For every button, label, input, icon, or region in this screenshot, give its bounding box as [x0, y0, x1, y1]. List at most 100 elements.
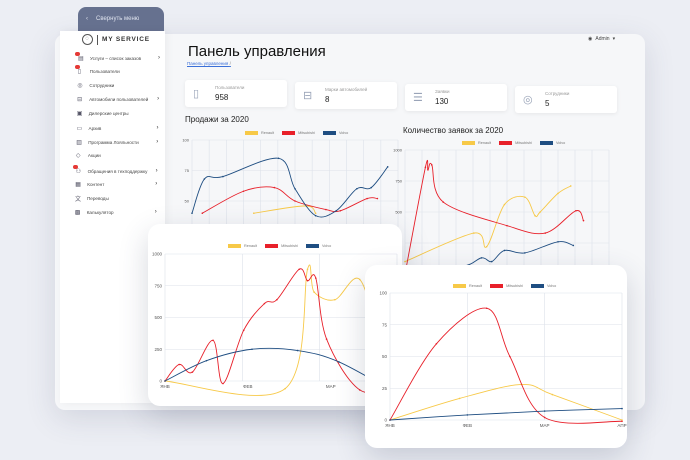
sidebar-item[interactable]: ▦ Контент ›	[75, 178, 161, 190]
data-point	[544, 232, 547, 234]
legend: Renault Mitsubishi Volvo	[453, 284, 556, 288]
sidebar-item[interactable]: ▣ Дилерские центры	[77, 107, 163, 119]
sidebar-item-label: Калькулятор	[86, 209, 114, 215]
legend-item[interactable]: Renault	[245, 131, 274, 135]
data-point	[263, 302, 266, 305]
stat-value: 8	[325, 95, 330, 104]
sidebar-item[interactable]: ▩ Калькулятор ›	[75, 206, 161, 218]
collapse-menu-button[interactable]: ‹ Свернуть меню	[78, 7, 164, 31]
data-point	[191, 212, 193, 214]
sidebar-item[interactable]: ▯ Пользователи	[74, 64, 164, 77]
legend-item[interactable]: Mitsubishi	[282, 131, 315, 135]
data-point	[178, 363, 180, 366]
legend-item[interactable]: Mitsubishi	[490, 284, 523, 288]
data-point	[294, 188, 296, 190]
stat-card: ☰ Заявки 130	[405, 84, 507, 111]
sidebar-item[interactable]: ◇ Акции	[76, 149, 162, 161]
data-point	[506, 224, 508, 227]
legend-label: Volvo	[546, 284, 557, 288]
series-line-mitsubishi	[202, 186, 378, 214]
caret-down-icon: ▾	[612, 36, 616, 42]
legend-item[interactable]: Renault	[462, 141, 491, 145]
sidebar: ◌ MY SERVICE ▤ Услуги – список заказов › ▯ По…	[60, 31, 165, 403]
sidebar-item[interactable]: ⚇ Обращения в техподдержку ›	[72, 164, 162, 177]
data-point	[205, 359, 208, 362]
sidebar-item[interactable]: ▥ Программа Лояльности ›	[76, 136, 162, 148]
chevron-right-icon: ›	[158, 55, 160, 61]
data-point	[569, 185, 572, 187]
data-point	[222, 382, 224, 385]
sidebar-item[interactable]: 文 Переводы	[75, 192, 161, 204]
legend-label: Volvo	[321, 244, 332, 248]
stat-value: 130	[435, 97, 449, 106]
sidebar-item[interactable]: ▤ Услуги – список заказов ›	[75, 51, 164, 64]
data-point	[335, 209, 337, 212]
requests-chart-title: Количество заявок за 2020	[403, 126, 504, 135]
data-point	[251, 348, 253, 351]
data-point	[621, 420, 623, 423]
stat-label: Марки автомобилей	[325, 87, 368, 92]
y-tick-label: 500	[395, 210, 402, 215]
sales-chart-title: Продажи за 2020	[185, 115, 249, 124]
x-tick-label: ЯНВ	[160, 384, 170, 389]
legend-item[interactable]: Renault	[453, 284, 482, 288]
notification-badge	[72, 164, 78, 169]
user-icon: ◉	[588, 36, 593, 42]
data-point	[315, 277, 317, 279]
sidebar-item-label: Переводы	[87, 195, 109, 201]
legend: Renault Mitsubishi Volvo	[462, 141, 565, 145]
breadcrumb-separator: /	[229, 61, 231, 66]
stat-label: Заявки	[435, 89, 450, 94]
chevron-left-icon: ‹	[86, 16, 88, 22]
legend-item[interactable]: Mitsubishi	[499, 141, 532, 145]
data-point	[284, 387, 286, 390]
data-point	[191, 371, 194, 373]
stat-card: ▯ Пользователи 958	[185, 80, 287, 107]
breadcrumb-link[interactable]: Панель управления	[187, 61, 229, 66]
stat-card: ◎ Сотрудники 5	[515, 86, 617, 113]
content-icon: ▦	[75, 181, 81, 188]
data-point	[314, 214, 317, 217]
legend-label: Mitsubishi	[298, 131, 315, 135]
data-point	[339, 209, 342, 212]
data-point	[306, 279, 309, 282]
legend-item[interactable]: Mitsubishi	[265, 244, 298, 248]
data-point	[253, 212, 255, 214]
legend-item[interactable]: Volvo	[530, 284, 557, 288]
notification-badge	[75, 51, 80, 56]
car-icon: ⊟	[77, 96, 83, 103]
car-icon: ⊟	[303, 90, 313, 102]
legend-item[interactable]: Renault	[228, 244, 257, 248]
legend-item[interactable]: Volvo	[305, 244, 332, 248]
data-point	[427, 169, 429, 171]
data-point	[503, 249, 506, 252]
y-tick-label: 75	[185, 168, 190, 173]
logo-text: MY SERVICE	[102, 36, 150, 43]
y-tick-label: 1000	[393, 148, 403, 153]
data-point	[575, 209, 577, 212]
tag-icon: ◇	[75, 152, 81, 159]
sidebar-item-label: Программа Лояльности	[88, 139, 139, 145]
data-point	[242, 190, 245, 193]
support-icon: ⚇	[72, 164, 84, 175]
data-point	[572, 244, 575, 247]
x-tick-label: ФЕВ	[463, 423, 472, 428]
x-tick-label: АПР	[617, 423, 626, 428]
data-point	[306, 268, 309, 271]
data-point	[294, 200, 296, 202]
data-point	[277, 157, 280, 160]
legend-item[interactable]: Volvo	[322, 131, 348, 135]
sidebar-item[interactable]: ▭ Архив ›	[77, 122, 163, 134]
legend-label: Mitsubishi	[281, 244, 298, 248]
logo: ◌ MY SERVICE	[82, 34, 150, 45]
data-point	[356, 188, 358, 190]
orders-icon: ▤	[75, 51, 86, 62]
data-point	[551, 393, 554, 396]
legend-item[interactable]: Volvo	[539, 141, 565, 145]
series-line-mitsubishi	[389, 307, 623, 424]
sidebar-item[interactable]: ◎ Сотрудники	[77, 79, 163, 91]
sidebar-item[interactable]: ⊟ Автомобили пользователей ›	[77, 93, 163, 105]
user-menu[interactable]: ◉ Admin ▾	[588, 36, 615, 42]
breadcrumb[interactable]: Панель управления /	[187, 61, 231, 66]
